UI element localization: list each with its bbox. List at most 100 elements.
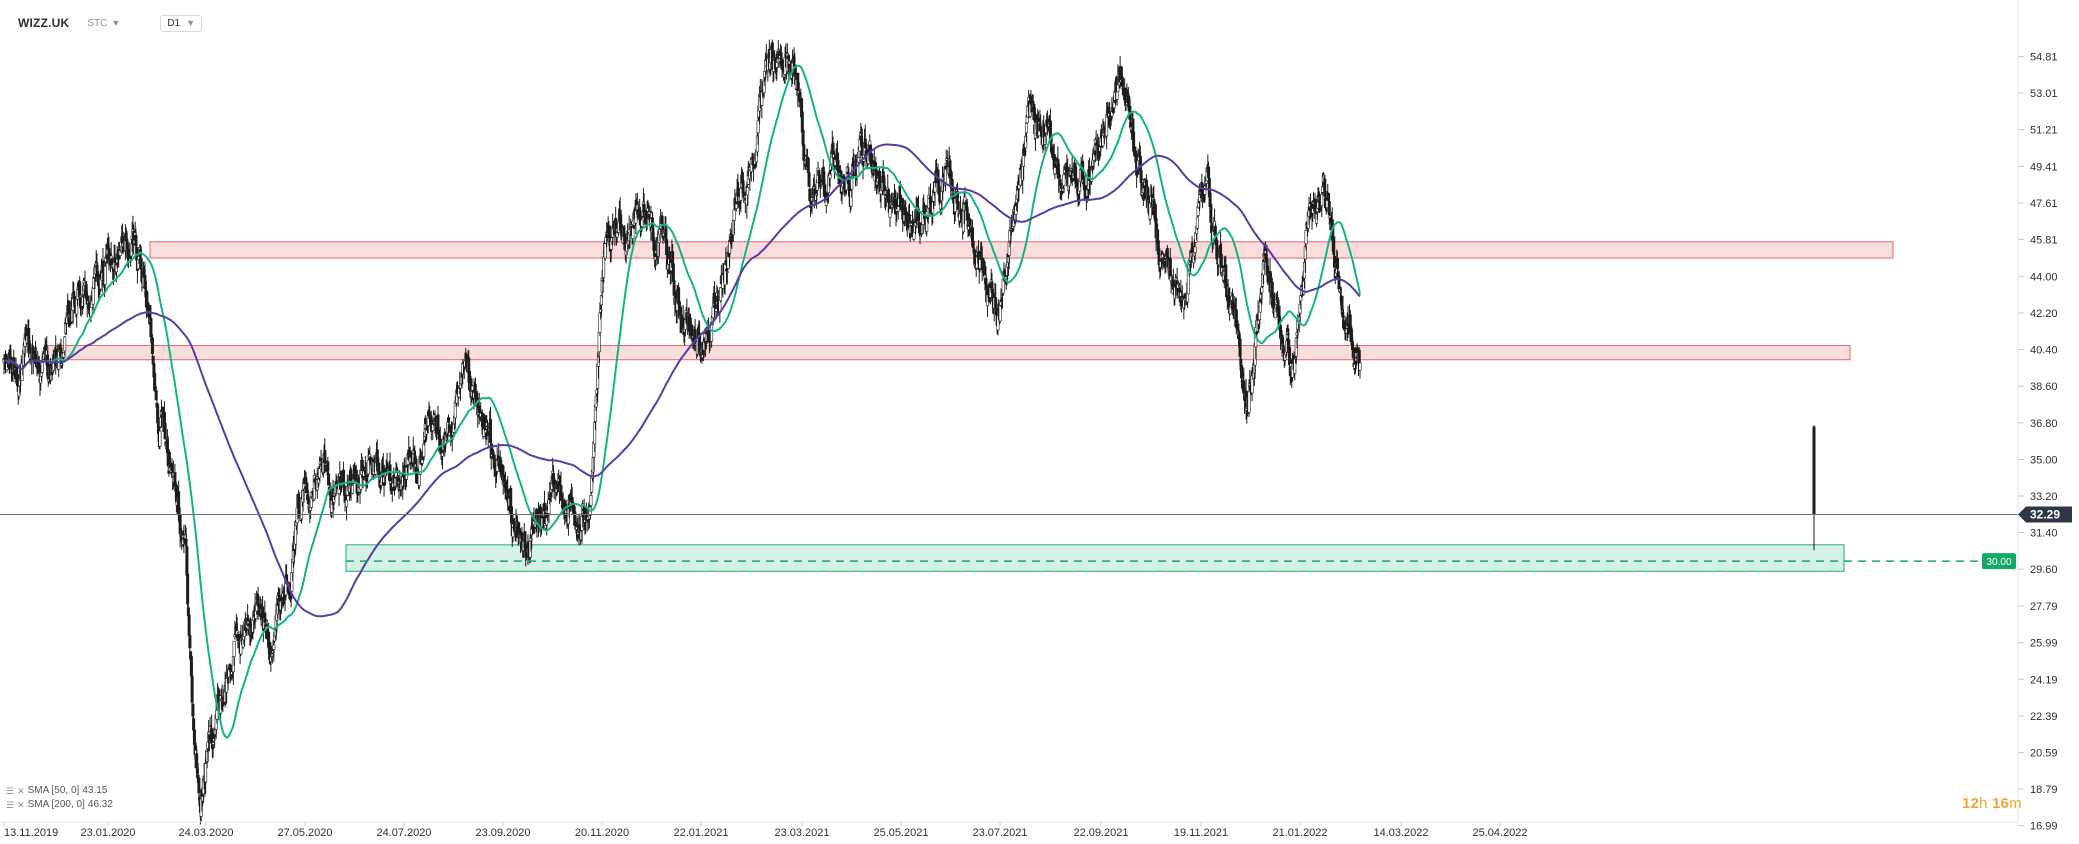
candle-body — [318, 468, 322, 479]
candle — [263, 600, 267, 627]
candle-body — [195, 753, 199, 769]
candle-body — [943, 168, 947, 183]
candle-body — [40, 360, 44, 373]
candle-body — [327, 473, 331, 486]
candle-body — [158, 430, 162, 447]
candle-body — [719, 287, 723, 301]
candle-body — [39, 372, 43, 377]
candle-body — [366, 459, 370, 475]
candle — [305, 477, 309, 494]
candle-body — [305, 482, 309, 494]
candle-body — [163, 423, 167, 440]
candle-body — [542, 502, 546, 512]
candle-body — [149, 317, 153, 338]
candle — [422, 439, 426, 461]
candle — [719, 287, 723, 303]
candle-body — [896, 206, 900, 212]
candle — [327, 469, 331, 486]
support-zone — [345, 544, 1845, 572]
candle-body — [888, 208, 892, 218]
candle-body — [232, 640, 236, 658]
candle-body — [1032, 103, 1036, 120]
candle-body — [1050, 144, 1054, 146]
candle-body — [602, 256, 606, 278]
candle-body — [956, 201, 960, 210]
candle — [103, 259, 107, 291]
timeframe-label: D1 — [167, 17, 181, 29]
candle-body — [603, 243, 607, 259]
candle-body — [422, 443, 426, 458]
candle-body — [191, 703, 195, 717]
candle-body — [351, 484, 355, 494]
candle — [150, 333, 154, 361]
candle — [366, 447, 370, 478]
candle — [163, 421, 167, 440]
candle-body — [968, 218, 972, 226]
candle-body — [857, 156, 861, 163]
candle-body — [723, 263, 727, 286]
candle-body — [91, 286, 95, 305]
candle-body — [994, 297, 998, 309]
candle-body — [746, 187, 750, 196]
candle-body — [645, 214, 649, 218]
data-source-selector[interactable]: STC ▼ — [87, 18, 120, 29]
candle-body — [734, 203, 738, 209]
candle-body — [589, 495, 593, 506]
chevron-down-icon: ▼ — [186, 18, 196, 28]
candle-body — [950, 179, 954, 192]
candle-body — [150, 337, 154, 354]
candle — [63, 335, 67, 356]
candle — [1032, 100, 1036, 122]
symbol-name[interactable]: WIZZ.UK — [18, 16, 70, 30]
candle-body — [139, 258, 143, 270]
candle-body — [1240, 364, 1244, 379]
candle-body — [204, 763, 208, 783]
candle-body — [188, 635, 192, 648]
candle-body — [118, 250, 122, 256]
candle-body — [263, 612, 267, 623]
candle-body — [166, 449, 170, 467]
candle-body — [186, 573, 190, 605]
candle-body — [786, 55, 790, 59]
timeframe-selector[interactable]: D1 ▼ — [160, 14, 203, 32]
zones-layer — [47, 241, 1894, 572]
candle-body — [1203, 185, 1207, 195]
candle-body — [488, 418, 492, 443]
resistance-zone — [149, 241, 1894, 259]
candle-body — [1247, 391, 1251, 413]
candle — [232, 640, 236, 666]
candle-body — [1235, 320, 1239, 323]
candle-body — [63, 336, 67, 352]
candle-body — [725, 271, 729, 273]
candle-body — [173, 472, 177, 487]
candle — [1195, 216, 1199, 231]
candle-body — [1195, 216, 1199, 229]
candle-body — [1177, 288, 1181, 293]
candle-body — [377, 462, 381, 477]
candle-body — [1053, 166, 1057, 175]
candle-body — [211, 742, 215, 745]
resistance-zone — [47, 345, 1851, 361]
candle-body — [732, 209, 736, 221]
candle-body — [756, 120, 760, 134]
data-source-label: STC — [87, 17, 108, 29]
candle-body — [272, 644, 276, 650]
candle-body — [190, 675, 194, 703]
candles-layer — [2, 39, 1816, 825]
candle-body — [78, 281, 82, 296]
candle-body — [1193, 246, 1197, 253]
candle — [118, 250, 122, 260]
candle-body — [1024, 123, 1028, 134]
candle-body — [524, 556, 528, 558]
candle-body — [326, 461, 330, 471]
candle — [318, 456, 322, 482]
chevron-down-icon: ▼ — [111, 18, 121, 28]
candle-body — [197, 777, 201, 794]
candle-body — [640, 219, 644, 227]
candle-body — [998, 304, 1002, 322]
candle-body — [103, 266, 107, 285]
candle-body — [345, 499, 349, 508]
candle-body — [368, 454, 372, 458]
candle-body — [1062, 174, 1066, 186]
